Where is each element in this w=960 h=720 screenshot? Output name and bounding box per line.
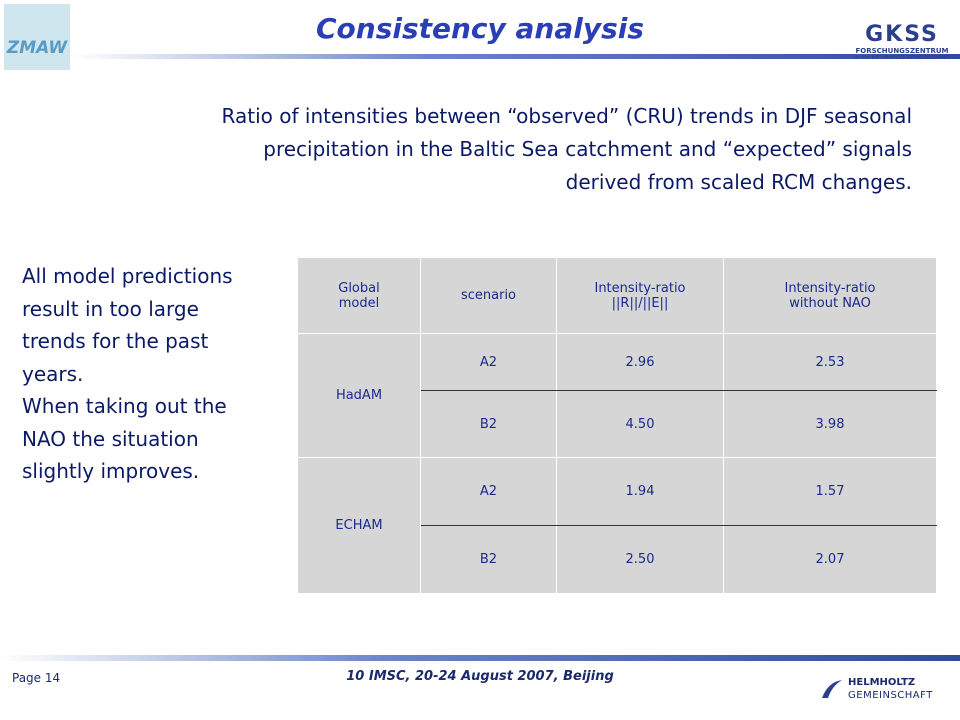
- row: HadAM A2 2.96 2.53: [297, 333, 937, 458]
- side-line: NAO the situation: [22, 426, 199, 451]
- header-text: without NAO: [789, 295, 871, 311]
- model-cell: ECHAM: [297, 457, 421, 594]
- intro: Ratio of intensities between “observed” …: [222, 100, 912, 199]
- header-text: ||R||/||E||: [611, 295, 669, 311]
- gkss-line2: in der HELMHOLTZ GEMEINSCHAFT: [853, 55, 951, 61]
- slide-title: Consistency analysis: [315, 12, 645, 45]
- helmholtz-line: HELMHOLTZ: [848, 677, 916, 688]
- side-line: result in too large: [22, 296, 199, 321]
- intro-line: derived from scaled RCM changes.: [565, 170, 912, 194]
- header-text: Intensity-ratio: [784, 280, 876, 296]
- header-cell: scenario: [420, 257, 557, 334]
- gkss-name: GKSS: [865, 22, 939, 47]
- side-line: All model predictions: [22, 264, 233, 288]
- intro-line: precipitation in the Baltic Sea catchmen…: [263, 137, 912, 161]
- gkss-logo: GKSS FORSCHUNGSZENTRUM in der HELMHOLTZ …: [848, 22, 956, 61]
- helmholtz-line: GEMEINSCHAFT: [848, 690, 933, 701]
- cell: 1.94: [556, 457, 724, 526]
- cell: 4.50: [556, 390, 724, 458]
- cell: B2: [420, 525, 557, 594]
- model-cell: HadAM: [297, 333, 421, 458]
- header-text: Intensity-ratio: [594, 280, 686, 296]
- footer-bar: [0, 655, 960, 661]
- page-number: Page 14: [12, 671, 61, 685]
- side-line: years.: [22, 361, 84, 386]
- cell: 2.96: [556, 333, 724, 391]
- cell: 2.53: [723, 333, 937, 391]
- header-text: scenario: [460, 288, 517, 303]
- side-line: trends for the past: [22, 329, 209, 353]
- cell: A2: [420, 457, 557, 526]
- row: ECHAM A2 1.94 1.57: [297, 457, 937, 594]
- zmaw-logo: ZMAW: [4, 4, 70, 70]
- side-line: slightly improves.: [22, 459, 200, 483]
- header-cell: Intensity-ratio ||R||/||E||: [556, 257, 724, 334]
- cell: A2: [420, 333, 557, 391]
- top-bar: [72, 54, 960, 59]
- cell: 2.07: [723, 525, 937, 594]
- gkss-line1: FORSCHUNGSZENTRUM: [855, 47, 949, 55]
- header-text: Global: [338, 280, 380, 296]
- header-row: Global model scenario Intensity-ratio ||R|…: [297, 257, 937, 334]
- header-cell: Intensity-ratio without NAO: [723, 257, 937, 334]
- cell: B2: [420, 390, 557, 458]
- zmaw-text: ZMAW: [6, 38, 68, 58]
- side-text: All model predictions result in too larg…: [22, 260, 233, 488]
- ratio-table: Global model scenario Intensity-ratio ||R|…: [297, 257, 937, 594]
- cell: 1.57: [723, 457, 937, 526]
- helmholtz-icon: [822, 680, 842, 698]
- cell: 3.98: [723, 390, 937, 458]
- event: 10 IMSC, 20-24 August 2007, Beijing: [346, 669, 614, 684]
- cell: 2.50: [556, 525, 724, 594]
- intro-line: Ratio of intensities between “observed” …: [221, 104, 912, 128]
- header-cell: Global model: [297, 257, 421, 334]
- row: B2 2.50 2.07: [298, 525, 937, 594]
- helmholtz-logo: HELMHOLTZ GEMEINSCHAFT: [818, 676, 933, 702]
- side-line: When taking out the: [22, 394, 227, 418]
- header-text: model: [338, 295, 380, 311]
